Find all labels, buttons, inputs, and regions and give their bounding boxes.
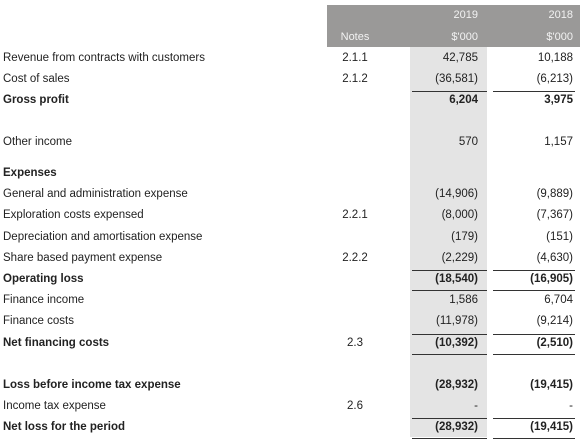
rule: [493, 270, 575, 271]
amount: (2,510): [536, 337, 573, 349]
rule: [412, 290, 487, 291]
note-ref: 2.2.1: [342, 209, 368, 221]
note-ref: 2.1.1: [342, 52, 368, 64]
rule: [493, 334, 575, 335]
row-label: Finance income: [3, 294, 85, 306]
row-label: Net loss for the period: [3, 421, 126, 433]
header-band: [327, 5, 580, 47]
amount: (7,367): [536, 209, 573, 221]
row-label: Exploration costs expensed: [3, 209, 144, 221]
row-label: General and administration expense: [3, 188, 188, 200]
row-label: Income tax expense: [3, 400, 106, 412]
row-label: Revenue from contracts with customers: [3, 52, 205, 64]
amount: 42,785: [442, 52, 478, 64]
row-label: Loss before income tax expense: [3, 379, 181, 391]
row-label: Share based payment expense: [3, 252, 163, 264]
amount: (28,932): [435, 421, 478, 433]
amount: 6,704: [544, 294, 573, 306]
rule: [412, 354, 487, 355]
amount: (11,978): [436, 315, 478, 327]
rule: [412, 270, 487, 271]
row-label: Gross profit: [3, 94, 69, 106]
rule: [493, 354, 575, 355]
unit-header: $'000: [451, 31, 478, 43]
row-label: Net financing costs: [3, 337, 110, 349]
amount: 570: [458, 136, 478, 148]
row-label: Other income: [3, 136, 73, 148]
year-header: 2018: [548, 9, 573, 21]
amount: (14,906): [435, 188, 478, 200]
amount: (19,415): [530, 421, 573, 433]
amount: (19,415): [530, 379, 573, 391]
year-header: 2019: [453, 9, 478, 21]
amount: 1,157: [544, 136, 573, 148]
amount: (18,540): [435, 273, 478, 285]
amount: (16,905): [530, 273, 573, 285]
rule: [412, 418, 487, 419]
amount: (36,581): [435, 73, 478, 85]
rule: [493, 91, 575, 92]
rule: [412, 334, 487, 335]
amount: 3,975: [544, 94, 573, 106]
note-ref: 2.2.2: [342, 252, 368, 264]
amount: 6,204: [449, 94, 478, 106]
amount: -: [474, 400, 478, 412]
row-label: Cost of sales: [3, 73, 70, 85]
amount: (9,214): [536, 315, 573, 327]
amount: (151): [546, 231, 573, 243]
amount: -: [569, 400, 573, 412]
notes-header: Notes: [340, 31, 370, 43]
amount: (6,213): [536, 73, 573, 85]
row-label: Operating loss: [3, 273, 84, 285]
row-label: Depreciation and amortisation expense: [3, 231, 203, 243]
column-highlight: [410, 47, 487, 437]
note-ref: 2.3: [347, 337, 363, 349]
amount: (8,000): [441, 209, 478, 221]
unit-header: $'000: [546, 31, 573, 43]
amount: 10,188: [537, 52, 573, 64]
note-ref: 2.1.2: [342, 73, 368, 85]
amount: (10,392): [435, 337, 478, 349]
amount: (9,889): [536, 188, 573, 200]
amount: (28,932): [435, 379, 478, 391]
row-label: Finance costs: [3, 315, 74, 327]
row-label: Expenses: [3, 167, 57, 179]
rule: [493, 418, 575, 419]
amount: (2,229): [441, 252, 478, 264]
rule: [412, 91, 487, 92]
note-ref: 2.6: [347, 400, 363, 412]
amount: 1,586: [449, 294, 478, 306]
amount: (4,630): [536, 252, 573, 264]
amount: (179): [451, 231, 478, 243]
rule: [493, 290, 575, 291]
